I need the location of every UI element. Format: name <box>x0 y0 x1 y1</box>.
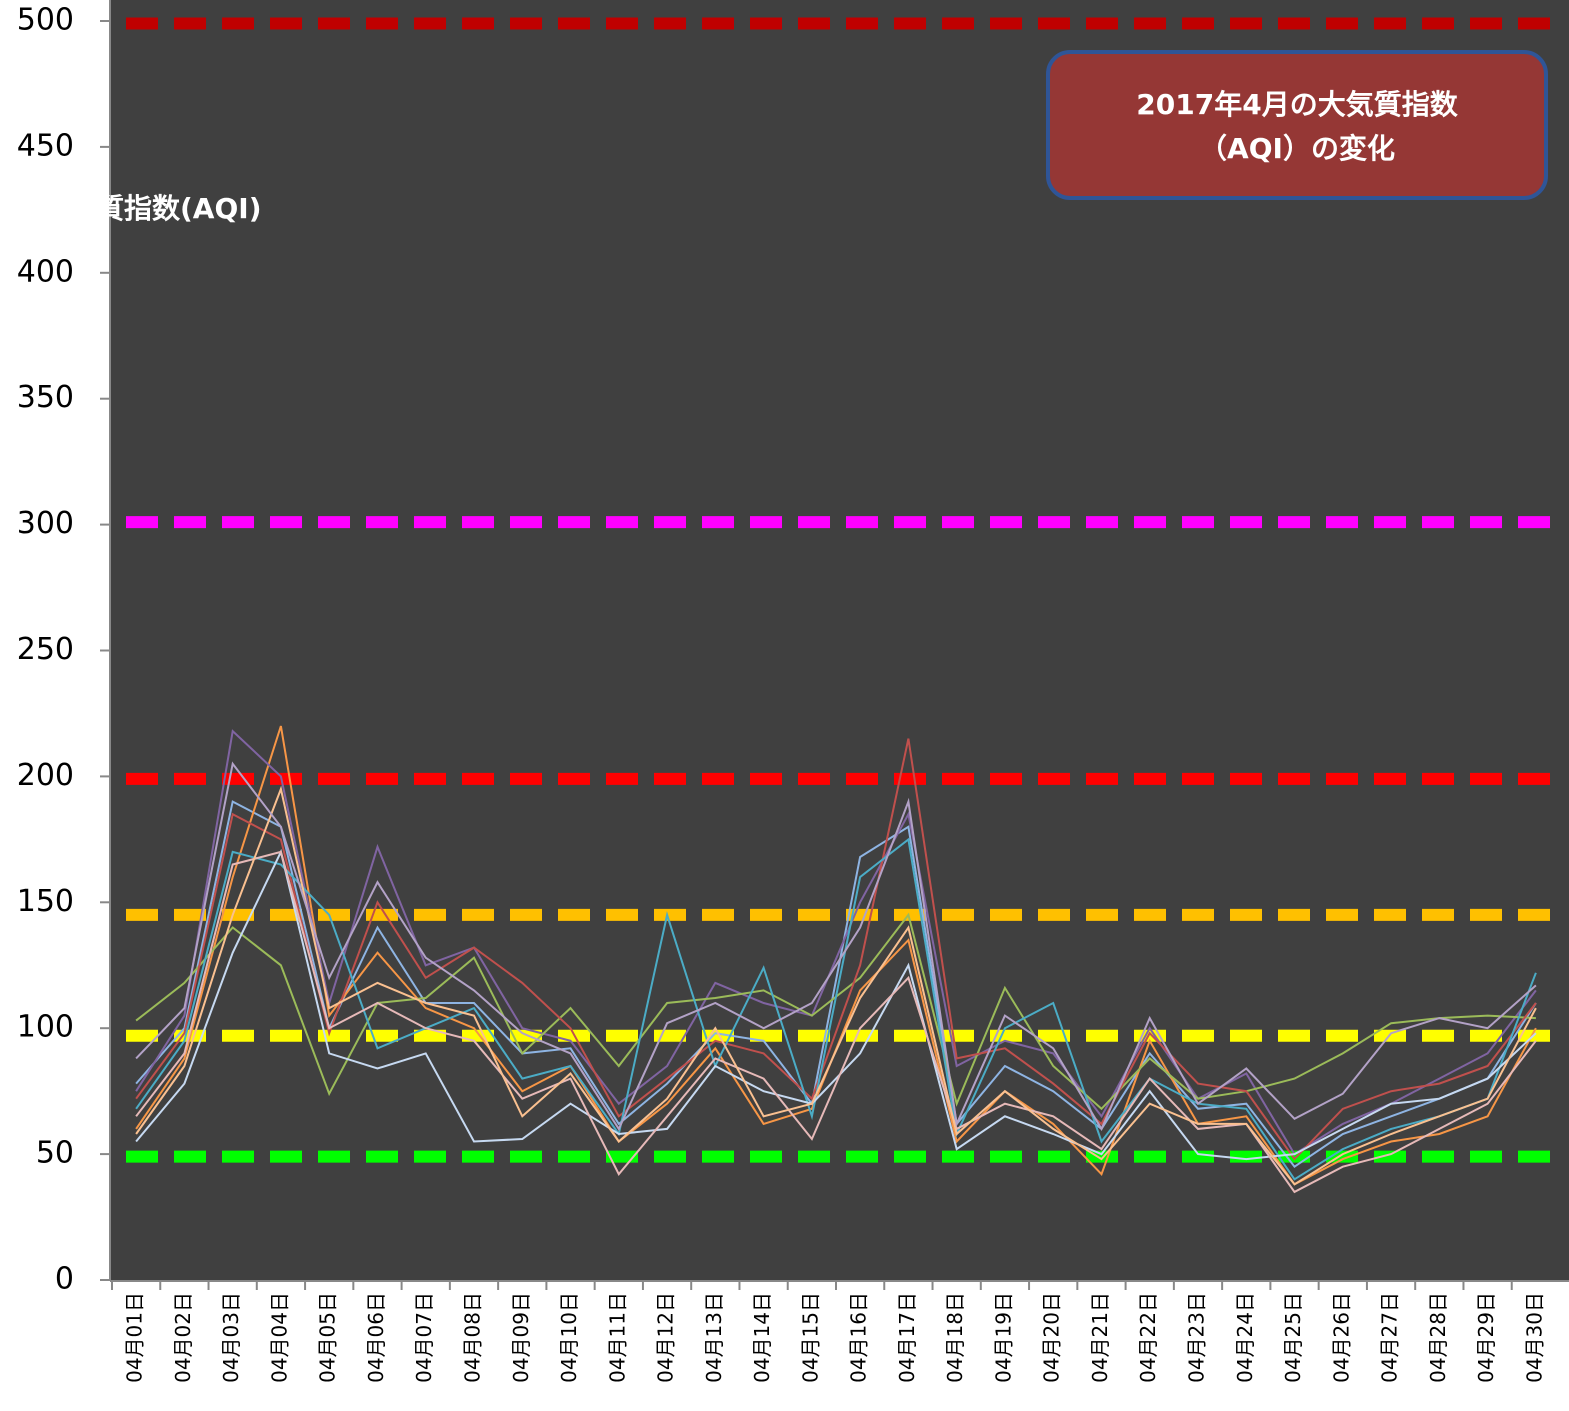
x-tick-label: 04月08日 <box>461 1292 485 1383</box>
x-tick-label: 04月11日 <box>605 1292 629 1383</box>
x-tick-label: 04月12日 <box>654 1292 678 1383</box>
y-tick-label: 0 <box>55 1262 74 1297</box>
x-tick-label: 04月25日 <box>1281 1292 1305 1383</box>
series-line <box>135 850 1537 1194</box>
x-tick-label: 04月04日 <box>267 1292 291 1383</box>
plot-area <box>110 0 1569 1281</box>
y-tick-label: 350 <box>17 380 74 415</box>
x-tick-label: 04月13日 <box>702 1292 726 1383</box>
marks <box>126 17 1560 1194</box>
x-tick-label: 04月15日 <box>798 1292 822 1383</box>
x-tick-label: 04月17日 <box>895 1292 919 1383</box>
x-tick-label: 04月09日 <box>509 1292 533 1383</box>
x-tick-label: 04月06日 <box>364 1292 388 1383</box>
y-tick-label: 500 <box>17 3 74 38</box>
series-line <box>135 761 1537 1132</box>
x-tick-label: 04月27日 <box>1378 1292 1402 1383</box>
chart-title: 2017年4月の大気質指数 <box>1136 88 1458 121</box>
x-tick-label: 04月23日 <box>1185 1292 1209 1383</box>
x-tick-label: 04月18日 <box>943 1292 967 1383</box>
y-tick-label: 450 <box>17 128 74 163</box>
y-tick-label: 150 <box>17 884 74 919</box>
x-tick-label: 04月19日 <box>991 1292 1015 1383</box>
series-line <box>135 800 1537 1169</box>
x-tick-label: 04月26日 <box>1329 1292 1353 1383</box>
x-tick-label: 04月16日 <box>847 1292 871 1383</box>
chart-title: （AQI）の変化 <box>1199 132 1395 165</box>
x-tick-label: 04月28日 <box>1426 1292 1450 1383</box>
x-tick-label: 04月14日 <box>750 1292 774 1383</box>
y-tick-label: 250 <box>17 632 74 667</box>
x-tick-label: 04月02日 <box>171 1292 195 1383</box>
series-line <box>135 785 1537 1186</box>
x-tick-label: 04月29日 <box>1474 1292 1498 1383</box>
x-tick-label: 04月30日 <box>1522 1292 1546 1383</box>
y-tick-label: 400 <box>17 254 74 289</box>
series-line <box>135 837 1537 1181</box>
x-tick-label: 04月03日 <box>219 1292 243 1383</box>
series-line <box>135 848 1537 1161</box>
y-axis-label: 大気質指数(AQI) <box>40 192 262 225</box>
x-tick-label: 04月24日 <box>1233 1292 1257 1383</box>
x-tick-label: 04月20日 <box>1040 1292 1064 1383</box>
title-box <box>1046 50 1548 200</box>
x-tick-label: 04月22日 <box>1136 1292 1160 1383</box>
y-tick-label: 50 <box>36 1136 74 1171</box>
x-tick-label: 04月05日 <box>316 1292 340 1383</box>
x-tick-label: 04月10日 <box>557 1292 581 1383</box>
x-tick-label: 04月07日 <box>412 1292 436 1383</box>
y-tick-label: 200 <box>17 758 74 793</box>
x-tick-label: 04月21日 <box>1088 1292 1112 1383</box>
x-tick-label: 04月01日 <box>123 1292 147 1383</box>
y-tick-label: 100 <box>17 1010 74 1045</box>
y-tick-label: 300 <box>17 506 74 541</box>
